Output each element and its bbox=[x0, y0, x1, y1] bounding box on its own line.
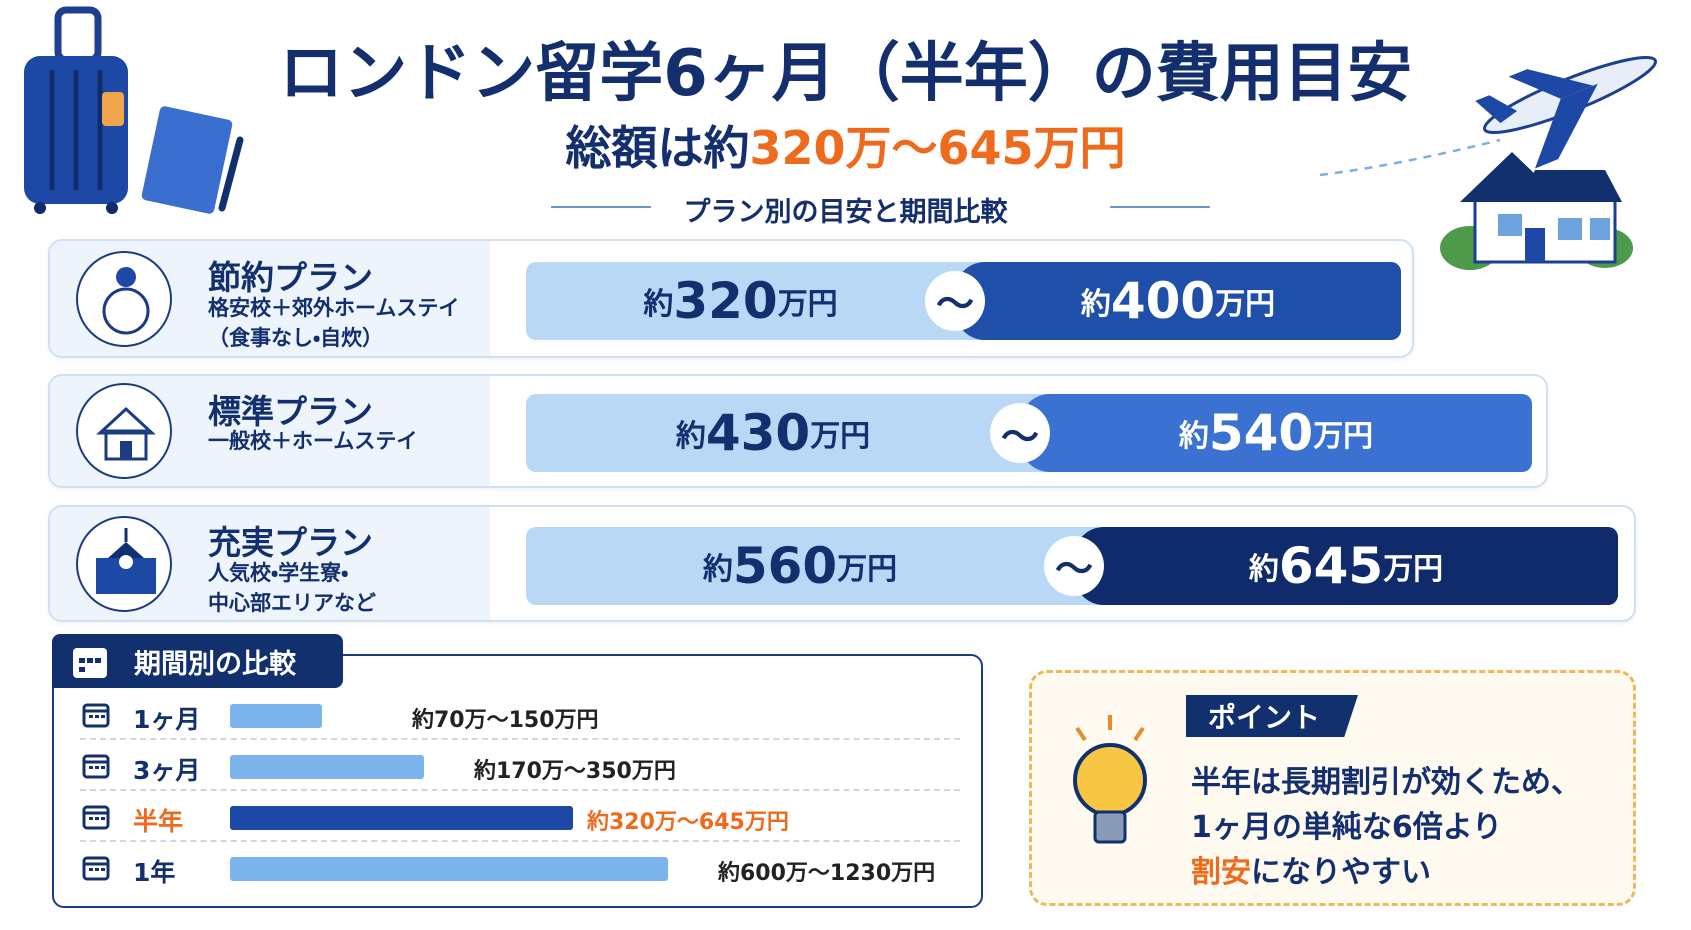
amount-number: 430 bbox=[705, 404, 811, 462]
title: ロンドン留学6ヶ月（半年）の費用目安 bbox=[279, 37, 1412, 111]
period-label: 1ヶ月 bbox=[133, 705, 201, 734]
plan-min-amount: 約 560 万円 bbox=[526, 527, 1074, 605]
calendar-icon bbox=[82, 804, 110, 834]
amount-unit: 万円 bbox=[777, 286, 838, 322]
amount-prefix: 約 bbox=[1178, 419, 1209, 454]
calendar-icon bbox=[82, 702, 110, 732]
point-line: 割安になりやすい bbox=[1191, 847, 1431, 891]
amount-prefix: 約 bbox=[675, 419, 706, 454]
plan-name: 標準プラン bbox=[208, 392, 373, 432]
period-row: 1ヶ月 約70万～150万円 bbox=[80, 690, 960, 740]
amount-number: 645 bbox=[1278, 536, 1384, 595]
amount-unit: 万円 bbox=[1383, 551, 1444, 587]
period-row: 半年 約320万～645万円 bbox=[80, 792, 960, 842]
plan-min-amount: 約 430 万円 bbox=[526, 394, 1020, 472]
subtitle-prefix: 総額は約 bbox=[565, 121, 750, 175]
calendar-art bbox=[82, 805, 110, 830]
notebook bbox=[141, 106, 244, 214]
calendar-icon bbox=[82, 753, 110, 783]
plan-card: 節約プラン 格安校＋郊外ホームステイ （食事なし・自炊）約 320 万円約 400 万円～ bbox=[48, 239, 1414, 358]
period-range: 約320万～645万円 bbox=[587, 810, 789, 835]
amount-prefix: 約 bbox=[1248, 551, 1279, 587]
plan-max-bar bbox=[955, 261, 1401, 340]
plan-icon bbox=[76, 383, 172, 479]
plan-description: 人気校・学生寮・ bbox=[208, 561, 349, 586]
plan-card: 充実プラン 人気校・学生寮・ 中心部エリアなど約 560 万円約 645 万円～ bbox=[48, 505, 1636, 622]
period-row: 3ヶ月 約170万～350万円 bbox=[80, 741, 960, 791]
bulb-icon bbox=[1073, 715, 1147, 844]
amount-number: 320 bbox=[673, 271, 778, 330]
plan-description: 中心部エリアなど bbox=[208, 591, 376, 616]
divider bbox=[551, 206, 651, 208]
point-line: 1ヶ月の単純な6倍より bbox=[1191, 810, 1503, 845]
amount-number: 540 bbox=[1208, 404, 1314, 462]
plan-max-bar bbox=[1020, 394, 1532, 472]
plan-icon-art bbox=[96, 527, 156, 594]
amount-prefix: 約 bbox=[702, 551, 733, 587]
period-bar bbox=[230, 704, 322, 728]
period-bar bbox=[230, 857, 668, 881]
house bbox=[1440, 152, 1633, 270]
plan-icon-art bbox=[96, 406, 156, 461]
plan-icon bbox=[76, 250, 172, 347]
period-bar bbox=[230, 755, 424, 779]
plan-min-amount: 約 320 万円 bbox=[526, 262, 955, 340]
section-label: プラン別の目安と期間比較 bbox=[683, 197, 1008, 228]
plan-max-amount: 約 645 万円 bbox=[1074, 527, 1618, 605]
amount-number: 560 bbox=[732, 536, 838, 595]
flight-path bbox=[1319, 138, 1501, 177]
range-separator: ～ bbox=[1044, 535, 1104, 596]
plan-max-amount: 約 540 万円 bbox=[1020, 394, 1532, 472]
amount-unit: 万円 bbox=[810, 419, 871, 454]
airplane bbox=[1475, 55, 1658, 169]
calendar-art bbox=[82, 754, 110, 779]
divider bbox=[1110, 206, 1210, 208]
amount-unit: 万円 bbox=[1313, 419, 1374, 454]
period-range: 約600万～1230万円 bbox=[718, 861, 936, 886]
range-separator: ～ bbox=[925, 270, 985, 331]
point-highlight: 割安 bbox=[1191, 855, 1251, 890]
calendar-art bbox=[82, 856, 110, 881]
calendar-art bbox=[82, 703, 110, 728]
amount-number: 400 bbox=[1110, 271, 1216, 330]
plan-name: 節約プラン bbox=[208, 257, 373, 297]
subtitle-amount: 320万～645万円 bbox=[749, 121, 1126, 175]
point-line: 半年は長期割引が効くため、 bbox=[1191, 765, 1581, 800]
period-label: 3ヶ月 bbox=[133, 756, 201, 785]
plan-description: 一般校＋ホームステイ bbox=[208, 429, 418, 454]
period-range: 約170万～350万円 bbox=[474, 759, 676, 784]
period-box bbox=[52, 654, 983, 908]
amount-prefix: 約 bbox=[643, 286, 674, 322]
period-row: 1年 約600万～1230万円 bbox=[80, 843, 960, 893]
point-tag: ポイント bbox=[1186, 695, 1358, 737]
period-bar bbox=[230, 806, 573, 830]
suitcase bbox=[24, 6, 128, 214]
calendar-icon bbox=[73, 648, 107, 678]
point-rest: になりやすい bbox=[1251, 855, 1431, 890]
plan-description: （食事なし・自炊） bbox=[208, 326, 384, 351]
amount-prefix: 約 bbox=[1080, 286, 1111, 322]
plan-max-amount: 約 400 万円 bbox=[955, 262, 1401, 340]
plan-icon bbox=[76, 515, 172, 612]
period-label: 1年 bbox=[133, 858, 176, 887]
plan-icon-art bbox=[102, 266, 150, 334]
range-separator: ～ bbox=[990, 403, 1050, 463]
period-label: 半年 bbox=[133, 807, 184, 836]
amount-unit: 万円 bbox=[837, 551, 898, 587]
plan-name: 充実プラン bbox=[208, 523, 373, 563]
plan-card: 標準プラン 一般校＋ホームステイ約 430 万円約 540 万円～ bbox=[48, 374, 1548, 488]
plan-description: 格安校＋郊外ホームステイ bbox=[208, 296, 460, 321]
subtitle: 総額は約320万～645万円 bbox=[0, 112, 1691, 178]
period-range: 約70万～150万円 bbox=[412, 708, 599, 733]
plan-max-bar bbox=[1074, 526, 1618, 605]
calendar-icon bbox=[82, 855, 110, 885]
amount-unit: 万円 bbox=[1215, 286, 1276, 322]
